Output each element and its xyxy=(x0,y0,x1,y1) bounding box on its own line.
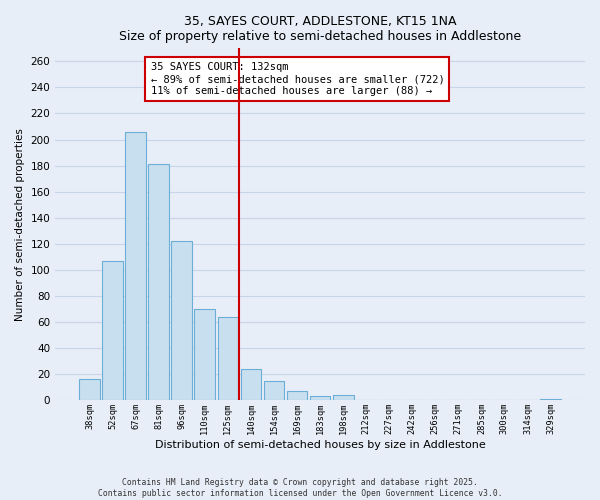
Bar xyxy=(287,391,307,400)
X-axis label: Distribution of semi-detached houses by size in Addlestone: Distribution of semi-detached houses by … xyxy=(155,440,485,450)
Bar xyxy=(540,399,561,400)
Text: 35 SAYES COURT: 132sqm
← 89% of semi-detached houses are smaller (722)
11% of se: 35 SAYES COURT: 132sqm ← 89% of semi-det… xyxy=(151,62,444,96)
Y-axis label: Number of semi-detached properties: Number of semi-detached properties xyxy=(15,128,25,320)
Bar xyxy=(333,395,353,400)
Title: 35, SAYES COURT, ADDLESTONE, KT15 1NA
Size of property relative to semi-detached: 35, SAYES COURT, ADDLESTONE, KT15 1NA Si… xyxy=(119,15,521,43)
Bar xyxy=(125,132,146,400)
Bar xyxy=(148,164,169,400)
Bar xyxy=(263,380,284,400)
Bar xyxy=(172,241,192,400)
Bar xyxy=(194,309,215,400)
Bar xyxy=(102,260,123,400)
Bar xyxy=(218,317,238,400)
Bar xyxy=(241,369,262,400)
Bar xyxy=(79,380,100,400)
Bar xyxy=(310,396,331,400)
Text: Contains HM Land Registry data © Crown copyright and database right 2025.
Contai: Contains HM Land Registry data © Crown c… xyxy=(98,478,502,498)
